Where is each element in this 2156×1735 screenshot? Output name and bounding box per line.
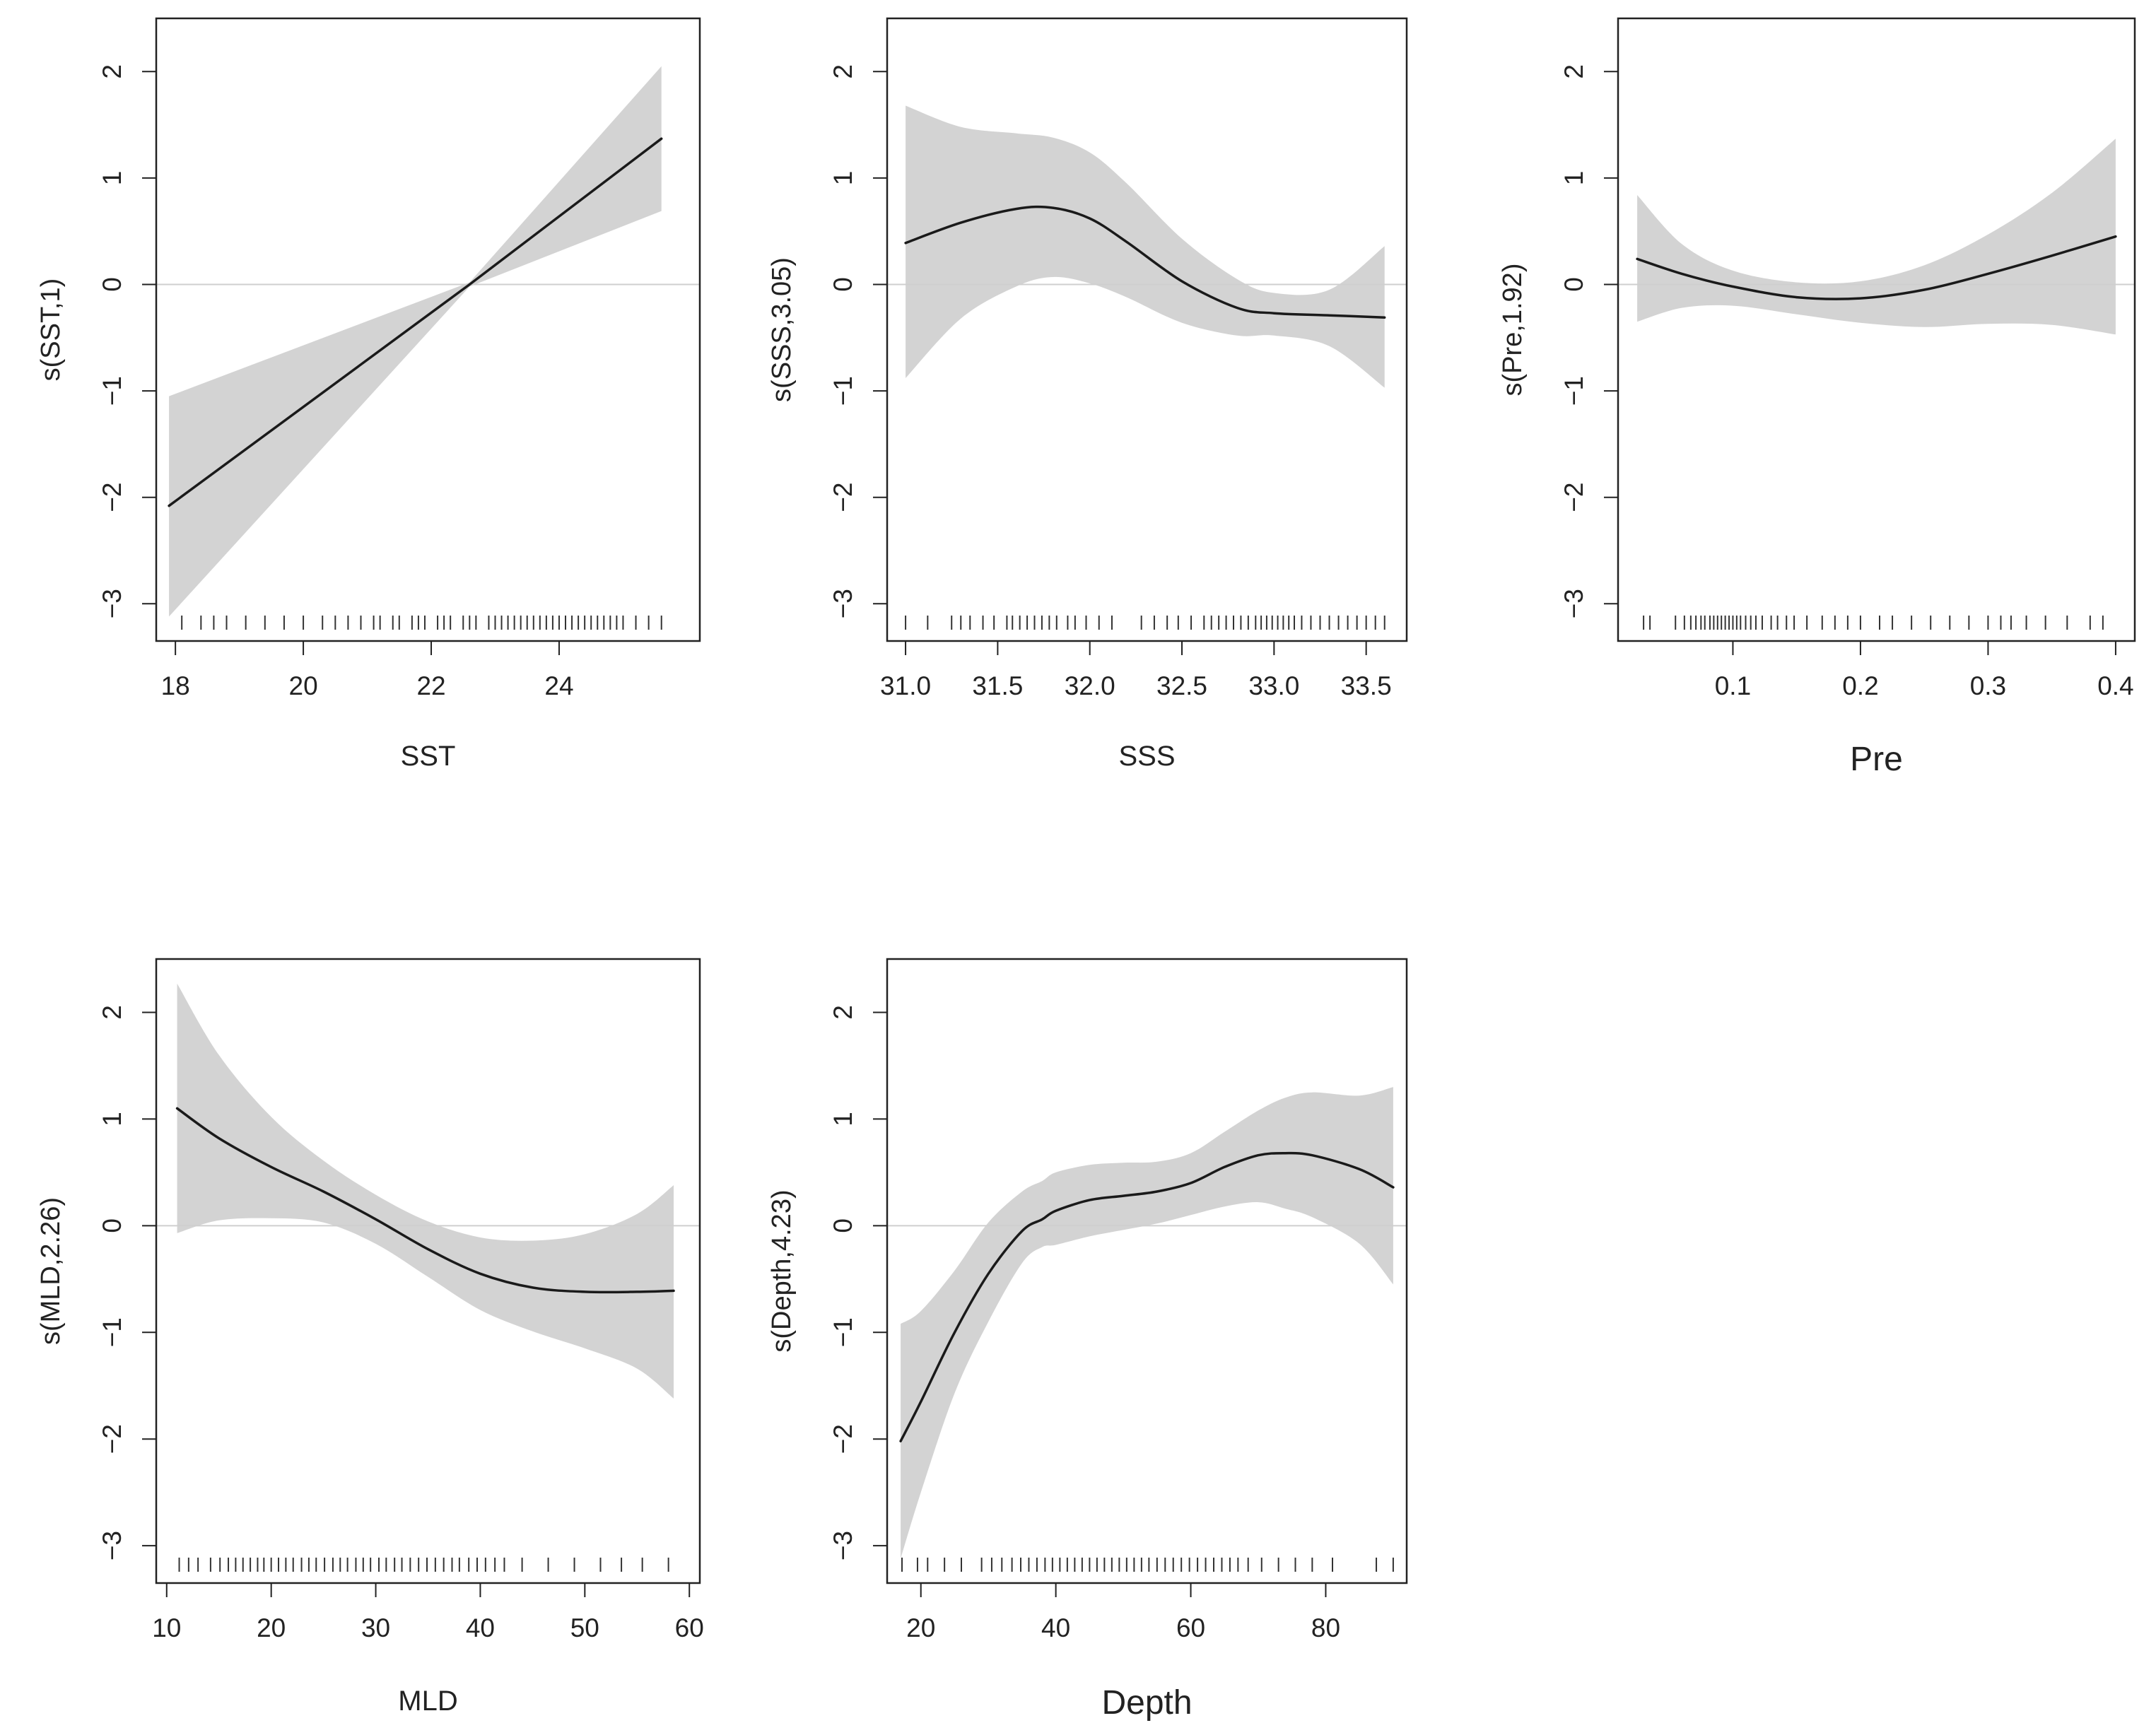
confidence-band <box>177 983 674 1399</box>
plot-frame <box>155 17 701 642</box>
y-tick-label: 1 <box>828 1112 857 1127</box>
y-tick-label: −3 <box>98 589 127 618</box>
plot-frame <box>1617 17 2136 642</box>
y-tick-label: −1 <box>828 376 857 406</box>
y-tick-label: 0 <box>1559 277 1588 292</box>
y-tick-label: 0 <box>98 277 127 292</box>
panel-mld: 10 20 30 40 50 60 −3 −2 −1 0 1 2 MLD s(MLD,2.26) <box>36 958 704 1717</box>
x-tick-label: 0.1 <box>1715 671 1751 700</box>
confidence-band <box>901 1087 1393 1559</box>
y-tick-label: −3 <box>828 1531 857 1560</box>
plot-frame <box>886 17 1408 642</box>
plot-frame <box>155 958 701 1584</box>
y-tick-label: 0 <box>828 1218 857 1233</box>
x-tick-label: 40 <box>1041 1613 1070 1642</box>
y-tick-label: 2 <box>828 1005 857 1020</box>
fitted-line <box>904 205 1386 319</box>
fitted-line <box>899 1151 1395 1442</box>
x-tick-label: 24 <box>544 671 573 700</box>
x-tick-label: 33.0 <box>1248 671 1299 700</box>
panel-sst: 18 20 22 24 −3 −2 −1 0 1 2 SST s(SST,1) <box>36 17 701 772</box>
x-tick-label: 20 <box>257 1613 286 1642</box>
x-axis-title: MLD <box>398 1686 457 1717</box>
panel-depth: 20 40 60 80 −3 −2 −1 0 1 2 Depth s(Depth,4.23) <box>767 958 1408 1722</box>
rug-marks <box>901 1558 1394 1572</box>
x-tick-label: 50 <box>570 1613 599 1642</box>
y-tick-label: 2 <box>1559 64 1588 79</box>
y-axis-title: s(Pre,1.92) <box>1498 264 1528 396</box>
y-tick-label: 1 <box>98 171 127 186</box>
y-tick-label: 1 <box>1559 171 1588 186</box>
y-tick-label: 0 <box>98 1218 127 1233</box>
x-tick-label: 0.3 <box>1970 671 2006 700</box>
y-axis-title: s(SSS,3.05) <box>767 257 797 402</box>
x-tick-label: 31.0 <box>880 671 931 700</box>
y-tick-label: 0 <box>828 277 857 292</box>
y-tick-label: −2 <box>1559 483 1588 512</box>
y-tick-label: −1 <box>98 376 127 406</box>
y-tick-label: −1 <box>98 1317 127 1347</box>
y-tick-label: −2 <box>828 483 857 512</box>
x-tick-label: 40 <box>466 1613 495 1642</box>
rug-marks <box>905 616 1385 630</box>
y-axis-title: s(MLD,2.26) <box>36 1197 66 1345</box>
x-axis-title: SSS <box>1118 741 1175 772</box>
y-tick-label: −2 <box>98 1424 127 1454</box>
panel-pre: 0.1 0.2 0.3 0.4 −3 −2 −1 0 1 2 Pre s(Pre,1.92) <box>1498 17 2136 778</box>
rug-marks <box>1643 616 2104 630</box>
x-tick-label: 10 <box>152 1613 181 1642</box>
y-tick-label: −2 <box>98 483 127 512</box>
confidence-band <box>1637 139 2116 335</box>
y-tick-label: −2 <box>828 1424 857 1454</box>
x-tick-label: 60 <box>675 1613 704 1642</box>
x-tick-label: 32.5 <box>1156 671 1207 700</box>
y-tick-label: 1 <box>98 1112 127 1127</box>
x-tick-label: 30 <box>361 1613 390 1642</box>
y-tick-label: −3 <box>98 1531 127 1560</box>
fitted-line <box>1636 235 2117 300</box>
rug-marks <box>181 616 662 630</box>
y-tick-label: −3 <box>828 589 857 618</box>
x-tick-label: 33.5 <box>1341 671 1392 700</box>
y-tick-label: −1 <box>1559 376 1588 406</box>
x-tick-label: 0.4 <box>2097 671 2133 700</box>
y-axis-title: s(SST,1) <box>36 278 66 382</box>
x-axis-title: Pre <box>1850 741 1903 778</box>
x-axis-title: Depth <box>1101 1684 1192 1722</box>
confidence-band <box>169 66 662 617</box>
y-tick-label: 1 <box>828 171 857 186</box>
panel-sss: 31.0 31.5 32.0 32.5 33.0 33.5 −3 −2 −1 0 1 2 SSS s(SS… <box>767 17 1408 772</box>
x-axis-title: SST <box>401 741 456 772</box>
x-tick-label: 20 <box>906 1613 935 1642</box>
y-tick-label: 2 <box>98 64 127 79</box>
fitted-line <box>175 1107 675 1294</box>
plot-frame <box>886 958 1408 1584</box>
fitted-line <box>168 137 663 507</box>
y-tick-label: −1 <box>828 1317 857 1347</box>
y-axis-title: s(Depth,4.23) <box>767 1189 797 1352</box>
x-tick-label: 18 <box>161 671 190 700</box>
x-tick-label: 80 <box>1311 1613 1340 1642</box>
x-tick-label: 32.0 <box>1065 671 1115 700</box>
x-tick-label: 31.5 <box>972 671 1023 700</box>
y-tick-label: 2 <box>98 1005 127 1020</box>
y-tick-label: −3 <box>1559 589 1588 618</box>
confidence-band <box>906 105 1385 388</box>
x-tick-label: 0.2 <box>1842 671 1878 700</box>
x-tick-label: 22 <box>416 671 445 700</box>
rug-marks <box>178 1558 669 1572</box>
y-tick-label: 2 <box>828 64 857 79</box>
x-tick-label: 60 <box>1176 1613 1205 1642</box>
x-tick-label: 20 <box>289 671 318 700</box>
